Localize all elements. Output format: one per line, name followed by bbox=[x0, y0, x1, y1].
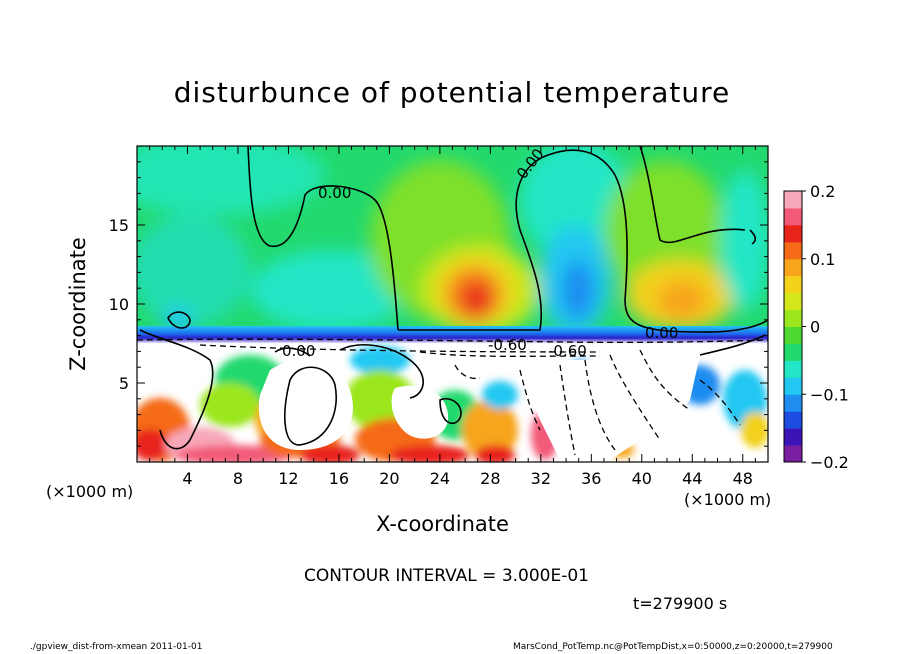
contour-lines bbox=[139, 146, 768, 450]
contour-label: 0.00 bbox=[645, 324, 678, 342]
x-tick-label: 24 bbox=[430, 469, 450, 488]
x-tick-label: 20 bbox=[379, 469, 399, 488]
contour-zero-right bbox=[639, 146, 746, 244]
x-tick-label: 8 bbox=[233, 469, 243, 488]
x-unit-label: (×1000 m) bbox=[684, 490, 772, 509]
colorbar-swatch bbox=[784, 258, 802, 277]
colorbar-tick-label: −0.2 bbox=[810, 453, 849, 472]
x-axis: 4 8 12 16 20 24 28 32 36 40 44 48 bbox=[149, 146, 756, 488]
colorbar-swatch bbox=[784, 428, 802, 446]
y-tick-label: 10 bbox=[109, 295, 129, 314]
colorbar-swatch bbox=[784, 224, 802, 243]
contour-lower-1 bbox=[139, 329, 214, 450]
x-tick-label: 48 bbox=[733, 469, 753, 488]
chart-title: disturbunce of potential temperature bbox=[173, 76, 731, 109]
heatmap-field bbox=[137, 146, 768, 462]
x-tick-label: 32 bbox=[531, 469, 551, 488]
x-tick-label: 40 bbox=[632, 469, 652, 488]
y-tick-label: 15 bbox=[109, 216, 129, 235]
x-tick-label: 12 bbox=[278, 469, 298, 488]
contour-loop-left bbox=[167, 311, 191, 329]
contour-lower-2 bbox=[284, 366, 337, 446]
contour-label: -0.60 bbox=[548, 342, 587, 360]
lower-field-white bbox=[258, 355, 700, 460]
upper-field-patches bbox=[137, 146, 768, 335]
colorbar-swatch bbox=[784, 394, 802, 412]
contour-small-right bbox=[749, 229, 757, 245]
contour-interval-label: CONTOUR INTERVAL = 3.000E-01 bbox=[304, 566, 589, 586]
colorbar-swatch bbox=[784, 241, 802, 260]
colorbar: 0.2 0.1 0 −0.1 −0.2 bbox=[783, 182, 849, 472]
contour-label: 0.00 bbox=[318, 184, 351, 202]
contour-zero-left bbox=[247, 146, 399, 331]
z-unit-label: (×1000 m) bbox=[46, 482, 134, 501]
y-axis: 5 10 15 bbox=[109, 161, 768, 447]
colorbar-swatch bbox=[784, 309, 802, 327]
x-tick-label: 16 bbox=[329, 469, 349, 488]
colorbar-swatch bbox=[784, 377, 802, 395]
x-axis-label: X-coordinate bbox=[376, 512, 509, 536]
colorbar-swatch bbox=[784, 326, 802, 344]
colorbar-tick-label: −0.1 bbox=[810, 385, 849, 404]
colorbar-tick-label: 0.2 bbox=[810, 182, 835, 201]
contour-zero-middle bbox=[398, 149, 768, 333]
x-tick-label: 36 bbox=[581, 469, 601, 488]
colorbar-tick-label: 0.1 bbox=[810, 250, 835, 269]
colorbar-swatch bbox=[784, 275, 802, 294]
x-tick-label: 4 bbox=[182, 469, 192, 488]
colorbar-swatch bbox=[784, 292, 802, 311]
y-tick-label: 5 bbox=[119, 374, 129, 393]
z-axis-label: Z-coordinate bbox=[66, 237, 90, 371]
colorbar-swatch bbox=[784, 343, 802, 361]
negative-contours bbox=[137, 338, 768, 456]
footer-file-info: MarsCond_PotTemp.nc@PotTempDist,x=0:5000… bbox=[513, 642, 833, 652]
contour-lower-5 bbox=[699, 334, 766, 356]
colorbar-swatch bbox=[784, 191, 802, 209]
colorbar-tick-label: 0 bbox=[810, 318, 820, 337]
contour-lower-3 bbox=[339, 344, 424, 399]
contour-label: 0.00 bbox=[282, 342, 315, 360]
contour-lower-4 bbox=[439, 398, 462, 425]
contour-label-group: 0.00 0.00 0.00 -0.60 0.00 -0.60 bbox=[282, 145, 678, 360]
time-label: t=279900 s bbox=[633, 594, 728, 613]
footer-script-info: ./gpview_dist-from-xmean 2011-01-01 bbox=[30, 642, 203, 652]
colorbar-swatch bbox=[784, 445, 802, 463]
colorbar-swatch bbox=[784, 360, 802, 378]
contour-label: -0.60 bbox=[488, 336, 527, 354]
x-tick-label: 28 bbox=[480, 469, 500, 488]
colorbar-swatch bbox=[784, 207, 802, 226]
colorbar-swatch bbox=[784, 411, 802, 429]
x-tick-label: 44 bbox=[682, 469, 702, 488]
